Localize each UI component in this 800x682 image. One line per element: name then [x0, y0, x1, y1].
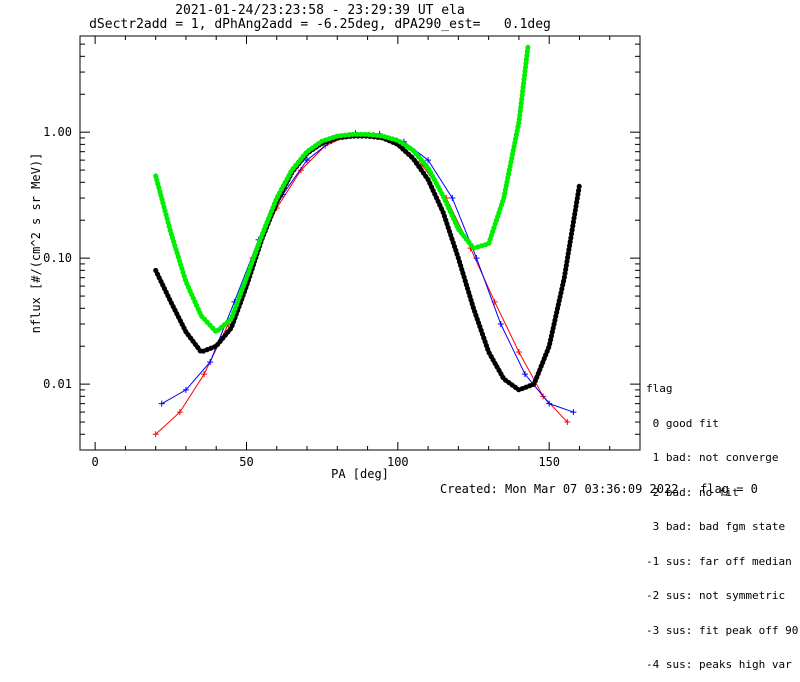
- legend-item: -3 sus: fit peak off 90: [646, 623, 799, 637]
- blue-point: [570, 409, 577, 416]
- legend-item: 1 bad: not converge: [646, 451, 779, 464]
- x-axis-label: PA [deg]: [331, 467, 389, 481]
- y-tick-label: 0.01: [43, 377, 72, 391]
- legend-item: -4 sus: peaks high var: [646, 658, 792, 671]
- green-fit-curve: [153, 43, 531, 336]
- footer: Created: Mon Mar 07 03:36:09 2022 flag =…: [440, 482, 758, 496]
- legend-item: 0 good fit: [646, 416, 719, 430]
- footer-flag: flag = 0: [700, 482, 758, 496]
- x-tick-label: 150: [538, 455, 560, 469]
- red-point: [152, 431, 159, 438]
- y-tick-label: 0.10: [43, 251, 72, 265]
- y-tick-label: 1.00: [43, 125, 72, 139]
- x-tick-label: 0: [92, 455, 99, 469]
- legend-item: 3 bad: bad fgm state: [646, 520, 786, 533]
- blue-point: [304, 157, 311, 164]
- blue-point: [473, 255, 480, 262]
- blue-point: [497, 321, 504, 328]
- red-point: [201, 371, 208, 378]
- legend-item: 2 bad: no fit: [646, 485, 739, 499]
- pitch-angle-chart: 0 50 100 150 0.01 0.10 1.00 PA [deg] nflux [#/…: [29, 35, 641, 481]
- blue-point: [182, 386, 189, 393]
- legend-item: -2 sus: not symmetric: [646, 589, 786, 602]
- x-tick-label: 100: [387, 455, 409, 469]
- blue-point: [425, 157, 432, 164]
- legend-title: flag: [646, 382, 673, 395]
- created-timestamp: Created: Mon Mar 07 03:36:09 2022: [440, 482, 679, 496]
- flag-legend: flag 0 good fit 1 bad: not converge 2 ba…: [646, 360, 798, 682]
- y-axis-label: nflux [#/(cm^2 s sr MeV)]: [29, 153, 43, 334]
- blue-point: [546, 400, 553, 407]
- chart-title-line1: 2021-01-24/23:23:58 - 23:29:39 UT ela: [175, 3, 465, 18]
- chart-title-line2: dSectr2add = 1, dPhAng2add = -6.25deg, d…: [89, 17, 551, 32]
- blue-point: [449, 195, 456, 202]
- blue-series-line: [161, 132, 574, 413]
- red-point: [564, 419, 571, 426]
- plot-frame: [79, 35, 641, 451]
- red-point: [176, 409, 183, 416]
- x-tick-label: 50: [239, 455, 253, 469]
- blue-point: [207, 358, 214, 365]
- black-fit-curve: [153, 133, 582, 393]
- axes: 0 50 100 150 0.01 0.10 1.00: [43, 36, 640, 469]
- blue-point: [158, 400, 165, 407]
- legend-item: -1 sus: far off median: [646, 554, 792, 568]
- blue-point: [521, 371, 528, 378]
- fit-curves: [153, 43, 582, 393]
- red-point: [515, 348, 522, 355]
- data-series: [152, 130, 577, 438]
